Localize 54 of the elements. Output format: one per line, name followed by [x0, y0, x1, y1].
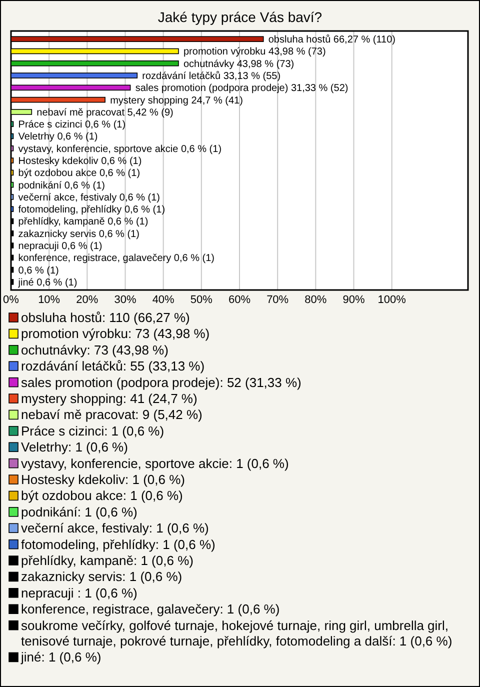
- y-tick-label: nebaví mě pracovat 5,42 % (9): [36, 107, 174, 118]
- y-tick-label: fotomodeling, přehlídky 0,6 % (1): [18, 204, 166, 216]
- x-tick-label: 80%: [304, 294, 327, 306]
- legend-label: obsluha hostů: 110 (66,27 %): [21, 310, 190, 325]
- legend-label: sales promotion (podpora prodeje): 52 (31,33 %): [21, 374, 302, 390]
- y-tick-label: sales promotion (podpora prodeje) 31,33 % (52): [135, 83, 348, 94]
- legend-label: rozdávání letáčků: 55 (33,13 %): [21, 358, 205, 374]
- legend-label: vystavy, konferencie, sportove akcie: 1 (0,6 %): [21, 456, 289, 471]
- chart-title: Jaké typy práce Vás baví?: [158, 9, 322, 25]
- legend-label: jiné: 1 (0,6 %): [20, 650, 102, 665]
- y-tick-label: večerní akce, festivaly 0,6 % (1): [18, 192, 160, 204]
- y-tick-label: být ozdobou akce 0,6 % (1): [18, 168, 140, 180]
- legend-label: Práce s cizinci: 1 (0,6 %): [21, 423, 164, 438]
- legend-label: podnikání: 1 (0,6 %): [21, 504, 138, 520]
- y-tick-label: 0,6 % (1): [18, 265, 59, 276]
- x-tick-label: 30%: [114, 294, 136, 306]
- y-tick-label: Hostesky kdekoliv 0,6 % (1): [18, 156, 142, 167]
- legend-label: Hostesky kdekoliv: 1 (0,6 %): [21, 472, 186, 487]
- x-tick-label: 60%: [228, 294, 251, 306]
- legend-label: Veletrhy: 1 (0,6 %): [21, 440, 128, 455]
- x-tick-label: 70%: [266, 294, 289, 306]
- x-tick-label: 0%: [3, 294, 20, 306]
- legend-label: nebaví mě pracovat: 9 (5,42 %): [21, 407, 202, 422]
- x-tick-label: 50%: [190, 294, 213, 306]
- legend-label: být ozdobou akce: 1 (0,6 %): [21, 488, 183, 504]
- y-tick-label: promotion výrobku 43,98 % (73): [183, 46, 326, 58]
- legend-label: zakaznicky servis: 1 (0,6 %): [21, 569, 182, 584]
- legend-label: mystery shopping: 41 (24,7 %): [21, 391, 198, 406]
- y-tick-label: přehlídky, kampaně 0,6 % (1): [18, 216, 148, 228]
- legend-label: fotomodeling, přehlídky: 1 (0,6 %): [21, 536, 216, 552]
- x-tick-label: 40%: [152, 294, 175, 306]
- y-tick-label: konference, registrace, galavečery 0,6 % (1): [18, 253, 215, 264]
- y-tick-label: zakaznicky servis 0,6 % (1): [18, 228, 140, 240]
- y-tick-label: rozdávání letáčků 33,13 % (55): [142, 70, 281, 82]
- x-tick-label: 100%: [378, 294, 406, 306]
- legend-label: ochutnávky: 73 (43,98 %): [21, 342, 168, 358]
- y-tick-label: vystavy, konferencie, sportove akcie 0,6 % (1): [18, 144, 222, 155]
- y-tick-label: Veletrhy 0,6 % (1): [18, 132, 98, 143]
- x-tick-label: 90%: [342, 294, 365, 306]
- legend-label: promotion výrobku: 73 (43,98 %): [21, 326, 210, 342]
- legend-label: přehlídky, kampaně: 1 (0,6 %): [21, 553, 194, 568]
- legend-label: soukrome večírky, golfové turnaje, hokejové turnaje, ring girl, umbrella girl, tenisové turnaje, pokrové turnaje, přehlídky, fotomodeling a další: 1 (0,6 %): [21, 618, 452, 648]
- x-tick-label: 10%: [38, 294, 60, 306]
- x-tick-label: 20%: [76, 294, 98, 306]
- y-tick-label: Práce s cizinci 0,6 % (1): [18, 120, 126, 131]
- legend-label: nepracuji : 1 (0,6 %): [21, 585, 138, 600]
- y-tick-label: nepracuji 0,6 % (1): [18, 241, 102, 252]
- legend-label: konference, registrace, galavečery: 1 (0,6 %): [21, 602, 280, 617]
- y-tick-label: jiné 0,6 % (1): [17, 277, 78, 288]
- y-tick-label: ochutnávky 43,98 % (73): [183, 58, 294, 70]
- y-tick-label: mystery shopping 24,7 % (41): [110, 95, 243, 106]
- legend-label: večerní akce, festivaly: 1 (0,6 %): [21, 520, 209, 536]
- y-tick-label: podnikání 0,6 % (1): [18, 180, 106, 192]
- y-tick-label: obsluha hostů 66,27 % (110): [268, 34, 396, 46]
